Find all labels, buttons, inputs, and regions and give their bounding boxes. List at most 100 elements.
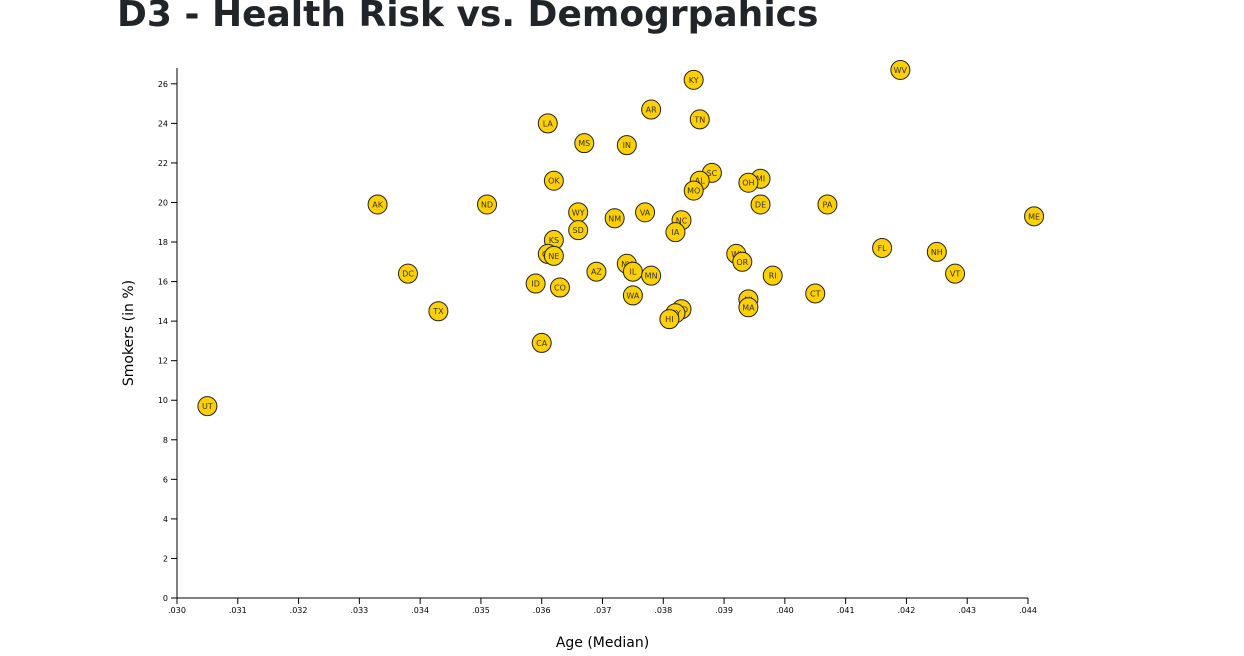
state-point: [805, 283, 826, 304]
state-label: IL: [629, 268, 636, 277]
state-marker: KY: [683, 69, 704, 90]
state-marker: WA: [622, 285, 643, 306]
state-point: [604, 208, 625, 229]
state-label: MI: [756, 175, 765, 184]
state-label: CO: [554, 284, 566, 293]
page-title: D3 - Health Risk vs. Demogrpahics: [117, 0, 819, 35]
state-marker: MS: [574, 133, 595, 154]
state-label: CA: [536, 339, 548, 348]
state-point: [641, 99, 662, 120]
state-marker: PA: [817, 194, 838, 215]
state-point: [622, 285, 643, 306]
state-marker: AR: [641, 99, 662, 120]
state-point: [525, 273, 546, 294]
state-point: [732, 251, 753, 272]
state-point: [738, 172, 759, 193]
state-marker: DE: [750, 194, 771, 215]
state-marker: NE: [543, 245, 564, 266]
x-tick-label: .036: [533, 606, 551, 615]
state-label: KS: [549, 236, 559, 245]
state-point: [549, 277, 570, 298]
y-tick-label: 16: [158, 278, 168, 287]
y-tick-label: 22: [158, 159, 168, 168]
y-tick-label: 0: [163, 594, 168, 603]
state-marker: WY: [568, 202, 589, 223]
x-tick-label: .030: [168, 606, 186, 615]
state-marker: IA: [665, 222, 686, 243]
state-label: NE: [548, 252, 559, 261]
state-label: VT: [950, 270, 960, 279]
state-marker: MO: [683, 180, 704, 201]
x-tick-label: .032: [290, 606, 308, 615]
state-marker: RI: [762, 265, 783, 286]
x-tick-label: .043: [958, 606, 976, 615]
state-label: WA: [626, 291, 639, 300]
state-marker: CT: [805, 283, 826, 304]
state-label: VA: [640, 208, 651, 217]
state-label: MO: [687, 187, 700, 196]
state-label: DE: [755, 200, 766, 209]
state-label: SC: [707, 169, 718, 178]
state-point: [367, 194, 388, 215]
state-point: [641, 265, 662, 286]
state-point: [397, 263, 418, 284]
state-label: LA: [543, 119, 554, 128]
state-label: NM: [608, 214, 621, 223]
state-label: DC: [402, 270, 414, 279]
state-label: WY: [572, 208, 585, 217]
state-point: [890, 59, 911, 80]
state-marker: WV: [890, 59, 911, 80]
state-marker: OR: [732, 251, 753, 272]
state-point: [750, 194, 771, 215]
state-label: NH: [931, 248, 943, 257]
y-tick-label: 26: [158, 80, 168, 89]
state-marker: HI: [659, 309, 680, 330]
x-tick-label: .034: [411, 606, 429, 615]
x-axis: .030 .031 .032 .033 .034 .035 .036 .037 .038 .039…: [168, 597, 1037, 615]
state-marker: NH: [926, 241, 947, 262]
state-marker: NM: [604, 208, 625, 229]
state-label: ID: [531, 280, 540, 289]
y-axis-title: Smokers (in %): [121, 280, 137, 386]
x-tick-label: .035: [472, 606, 490, 615]
state-marker: AZ: [586, 261, 607, 282]
state-point: [659, 309, 680, 330]
state-label: OH: [742, 179, 754, 188]
state-label: MS: [578, 139, 590, 148]
state-label: AR: [646, 106, 657, 115]
state-label: AK: [372, 200, 383, 209]
state-label: SD: [573, 226, 584, 235]
state-marker: LA: [537, 113, 558, 134]
state-label: RI: [769, 272, 777, 281]
state-point: [586, 261, 607, 282]
state-marker: MA: [738, 297, 759, 318]
state-label: UT: [202, 402, 213, 411]
y-tick-label: 24: [158, 119, 168, 128]
state-marker: AK: [367, 194, 388, 215]
y-tick-label: 14: [158, 317, 168, 326]
x-tick-label: .044: [1019, 606, 1037, 615]
state-marker: DC: [397, 263, 418, 284]
state-label: PA: [823, 200, 833, 209]
state-label: NC: [676, 216, 688, 225]
state-point: [762, 265, 783, 286]
state-label: AL: [695, 177, 705, 186]
state-marker: ID: [525, 273, 546, 294]
x-tick-label: .039: [715, 606, 733, 615]
state-label: ND: [481, 200, 493, 209]
x-tick-label: .038: [654, 606, 672, 615]
state-point: [872, 237, 893, 258]
state-label: MN: [645, 272, 658, 281]
state-point: [926, 241, 947, 262]
state-marker: TN: [689, 109, 710, 130]
state-point: [477, 194, 498, 215]
state-marker: IL: [622, 261, 643, 282]
state-label: KY: [689, 76, 699, 85]
state-point: [543, 245, 564, 266]
x-tick-label: .031: [229, 606, 247, 615]
y-tick-label: 8: [163, 436, 168, 445]
state-label: MA: [742, 303, 755, 312]
x-tick-label: .037: [594, 606, 612, 615]
